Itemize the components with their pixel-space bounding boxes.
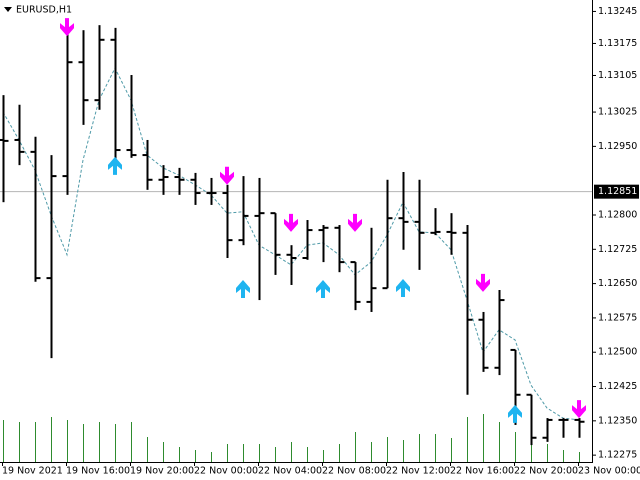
y-tick-label: 1.13175 (598, 38, 637, 49)
y-tick-label: 1.12800 (598, 209, 637, 220)
symbol-menu-icon[interactable] (4, 7, 12, 12)
buy-arrow (236, 279, 250, 298)
y-tick-label: 1.12650 (598, 278, 637, 289)
x-tick-label: 19 Nov 2021 (2, 466, 63, 477)
x-tick-label: 22 Nov 04:00 (258, 466, 322, 477)
x-tick-label: 22 Nov 16:00 (450, 466, 514, 477)
x-tick-label: 22 Nov 12:00 (386, 466, 450, 477)
buy-arrow (316, 279, 330, 298)
sell-arrow (348, 213, 362, 232)
y-tick-label: 1.12950 (598, 141, 637, 152)
x-tick-label: 19 Nov 20:00 (130, 466, 194, 477)
y-tick-label: 1.12500 (598, 347, 637, 358)
y-tick-label: 1.12350 (598, 415, 637, 426)
sell-arrow (572, 400, 586, 419)
x-tick-label: 19 Nov 16:00 (66, 466, 130, 477)
y-tick-label: 1.12425 (598, 381, 637, 392)
sell-arrow (284, 213, 298, 232)
y-tick-label: 1.12725 (598, 244, 637, 255)
buy-arrow (508, 404, 522, 423)
x-tick-label: 22 Nov 00:00 (194, 466, 258, 477)
sell-arrow (60, 18, 74, 37)
x-tick-label: 22 Nov 20:00 (514, 466, 578, 477)
y-tick-label: 1.12275 (598, 450, 637, 461)
sell-arrow (220, 166, 234, 185)
x-tick-label: 22 Nov 08:00 (322, 466, 386, 477)
y-tick-label: 1.13025 (598, 107, 637, 118)
x-tick-label: 23 Nov 00:00 (578, 466, 640, 477)
y-tick-label: 1.13245 (598, 6, 637, 17)
buy-arrow (108, 156, 122, 175)
chart-title: EURUSD,H1 (16, 5, 72, 16)
y-tick-label: 1.13105 (598, 70, 637, 81)
buy-arrow (396, 279, 410, 298)
price-label-box (594, 184, 639, 199)
y-tick-label: 1.12575 (598, 312, 637, 323)
sell-arrow (476, 273, 490, 292)
price-label: 1.12851 (598, 186, 637, 197)
